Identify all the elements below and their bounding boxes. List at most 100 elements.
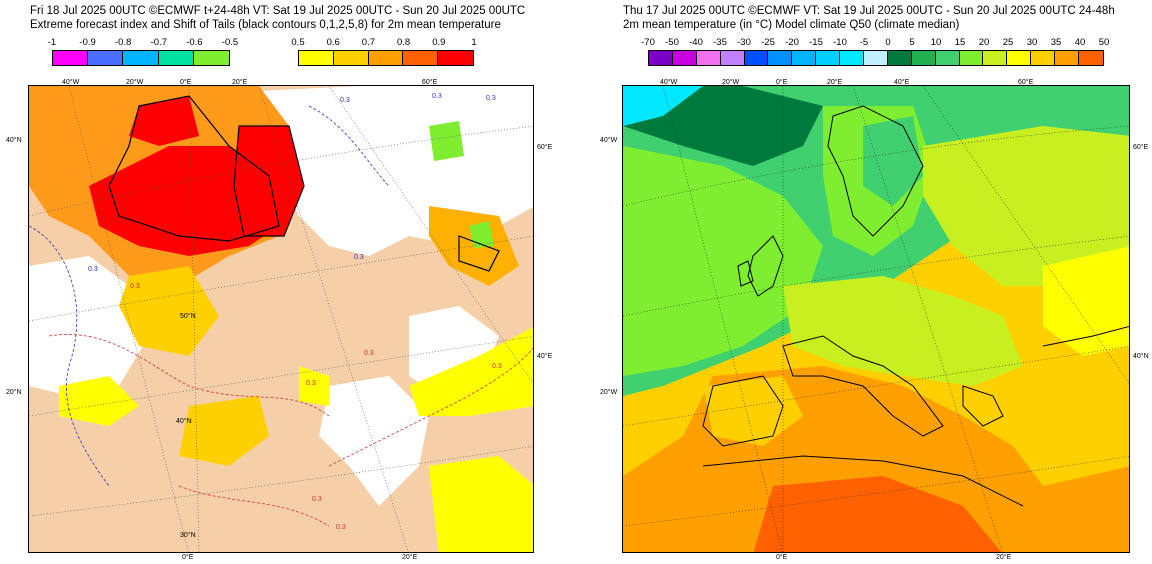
efi-contour-label: 0.3 [354, 254, 364, 261]
efi-colorbar-pos-swatch [438, 51, 473, 65]
efi-lon-label: 40°W [62, 79, 80, 86]
temperature-colorbar-swatch [720, 51, 745, 65]
efi-lon-label: 40°E [537, 353, 553, 360]
temperature-colorbar-label: 40 [1074, 37, 1086, 48]
efi-contour-label: 0.3 [88, 266, 98, 273]
efi-colorbar-neg-swatch [88, 51, 124, 65]
temperature-colorbar-label: -25 [761, 37, 775, 48]
climate-lon-label: 0°E [776, 554, 788, 561]
efi-colorbar-neg-label: -0.7 [150, 37, 167, 48]
climate-lon-label: 20°E [827, 79, 843, 86]
efi-colorbar-neg-label: -1 [47, 37, 57, 48]
climate-lat-label: 40°N [1133, 353, 1149, 360]
efi-colorbar-neg-label: -0.6 [186, 37, 203, 48]
efi-colorbar-pos-label: 0.6 [326, 37, 340, 48]
climate-title-line1: Thu 17 Jul 2025 00UTC ©ECMWF VT: Sat 19 … [623, 5, 1115, 17]
temperature-colorbar-swatch [672, 51, 697, 65]
temperature-colorbar-swatch [935, 51, 960, 65]
temperature-colorbar-swatch [816, 51, 841, 65]
efi-map-graphic [29, 86, 533, 552]
efi-lon-label: 20°W [126, 79, 144, 86]
efi-colorbar-neg-label: -0.5 [221, 37, 239, 48]
temperature-colorbar-swatch [768, 51, 793, 65]
efi-map[interactable] [28, 85, 534, 553]
climate-lat-label: 60°E [1133, 144, 1149, 151]
temperature-colorbar-label: 30 [1026, 37, 1038, 48]
temperature-colorbar-swatch [911, 51, 936, 65]
temperature-colorbar-label: -10 [833, 37, 847, 48]
efi-colorbar-neg-label: -0.8 [115, 37, 132, 48]
efi-colorbar-pos-label: 0.7 [361, 37, 375, 48]
temperature-colorbar-label: -50 [665, 37, 679, 48]
efi-lat-label: 30°N [180, 532, 196, 539]
efi-lon-label: 20°E [402, 554, 418, 561]
temperature-colorbar-label: 50 [1098, 37, 1110, 48]
temperature-colorbar-swatch [959, 51, 984, 65]
efi-lon-label: 60°E [422, 79, 438, 86]
efi-colorbar-pos-label: 1 [471, 37, 477, 48]
temperature-colorbar-label: -15 [809, 37, 823, 48]
climate-map[interactable] [622, 85, 1130, 553]
efi-colorbar-pos-swatch [403, 51, 439, 65]
climate-title-line2: 2m mean temperature (in °C) Model climat… [623, 19, 960, 31]
temperature-colorbar-label: 25 [1002, 37, 1014, 48]
temperature-colorbar-swatch [696, 51, 721, 65]
efi-contour-label: 0.3 [312, 496, 322, 503]
temperature-colorbar-label: 5 [909, 37, 915, 48]
climate-lon-label: 20°E [996, 554, 1012, 561]
temperature-colorbar-swatch [1031, 51, 1056, 65]
climate-lon-label: 60°E [1018, 79, 1034, 86]
temperature-colorbar-swatch [1007, 51, 1032, 65]
efi-colorbar-negative: -1 -0.9 -0.8 -0.7 -0.6 -0.5 [48, 37, 238, 69]
efi-lon-label: 0°E [182, 554, 194, 561]
temperature-colorbar-label: 20 [978, 37, 990, 48]
temperature-colorbar-swatch [1079, 51, 1103, 65]
climate-lon-label: 40°E [894, 79, 910, 86]
temperature-colorbar-swatch [840, 51, 865, 65]
temperature-colorbar-label: -40 [689, 37, 703, 48]
temperature-colorbar-label: 10 [930, 37, 942, 48]
temperature-colorbar-swatch [649, 51, 673, 65]
efi-contour-label: 0.3 [432, 93, 442, 100]
efi-contour-label: 0.3 [130, 283, 140, 290]
efi-panel: Fri 18 Jul 2025 00UTC ©ECMWF t+24-48h VT… [6, 5, 553, 561]
climate-lon-label: 40°W [660, 79, 678, 86]
efi-lat-label: 40°N [6, 137, 22, 144]
efi-colorbar-pos-swatch [333, 51, 369, 65]
efi-contour-label: 0.3 [336, 524, 346, 531]
efi-colorbar-pos-label: 0.9 [432, 37, 446, 48]
efi-colorbar-neg-swatch [158, 51, 194, 65]
temperature-colorbar-label: -20 [785, 37, 799, 48]
temperature-colorbar-swatch [983, 51, 1008, 65]
temperature-colorbar-label: 0 [885, 37, 891, 48]
climate-map-graphic [623, 86, 1129, 552]
temperature-colorbar-swatch [864, 51, 888, 65]
efi-colorbar-pos-swatch [368, 51, 404, 65]
efi-contour-label: 0.3 [492, 363, 502, 370]
efi-lon-label: 60°E [537, 144, 553, 151]
temperature-colorbar-swatch [792, 51, 817, 65]
temperature-colorbar-swatch [1055, 51, 1080, 65]
climate-lon-label: 20°W [722, 79, 740, 86]
efi-contour-label: 0.3 [364, 350, 374, 357]
temperature-colorbar-label: -35 [713, 37, 727, 48]
efi-lon-label: 20°E [232, 79, 248, 86]
efi-title-line2: Extreme forecast index and Shift of Tail… [30, 19, 501, 31]
efi-lat-label: 50°N [180, 313, 196, 320]
temperature-colorbar-label: -30 [737, 37, 751, 48]
efi-colorbar-neg-swatch [123, 51, 159, 65]
efi-lat-label: 40°N [176, 418, 192, 425]
climate-lon-label: 0°E [776, 79, 788, 86]
temperature-colorbar-swatch [744, 51, 769, 65]
climate-lat-label: 40°W [600, 137, 618, 144]
temperature-colorbar-label: -70 [641, 37, 655, 48]
temperature-colorbar: -70 -50 -40 -35 -30 -25 -20 -15 -10 -5 0 5 10 15 20 25 3… [641, 37, 1109, 69]
climate-panel: Thu 17 Jul 2025 00UTC ©ECMWF VT: Sat 19 … [576, 0, 1152, 564]
efi-colorbar-positive: 0.5 0.6 0.7 0.8 0.9 1 [291, 37, 477, 69]
efi-title-line1: Fri 18 Jul 2025 00UTC ©ECMWF t+24-48h VT… [30, 5, 526, 17]
efi-colorbar-pos-label: 0.5 [291, 37, 305, 48]
temperature-colorbar-label: 15 [954, 37, 966, 48]
temperature-colorbar-label: 35 [1050, 37, 1062, 48]
efi-lat-label: 20°N [6, 389, 22, 396]
efi-colorbar-neg-label: -0.9 [79, 37, 96, 48]
